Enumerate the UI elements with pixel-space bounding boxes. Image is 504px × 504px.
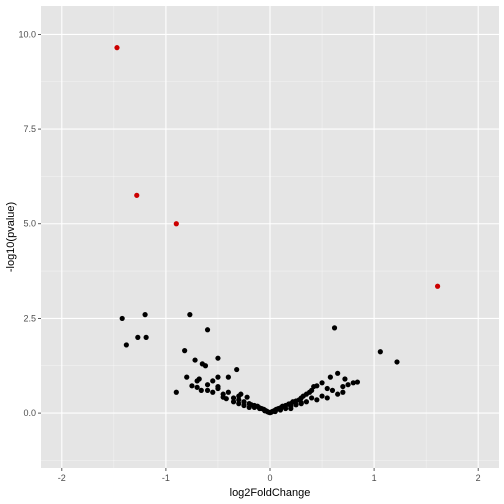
data-point [173,389,179,395]
data-point [314,397,320,403]
data-point [215,355,221,361]
data-point [241,399,247,405]
y-axis-ticks: 0.0 2.5 5.0 7.5 10.0 [18,29,41,418]
data-point [246,404,252,411]
data-point [298,401,304,407]
data-point [135,334,141,340]
x-tick-label: 0 [267,473,272,483]
x-tick-label: -2 [58,473,66,483]
data-point [244,394,250,400]
data-point [204,382,211,388]
data-point [309,395,315,401]
data-point [210,389,216,395]
data-point [182,348,188,354]
x-tick-label: 2 [476,473,481,483]
data-point [283,405,289,412]
data-point [342,376,348,382]
data-point [350,380,356,386]
y-tick-label: 10.0 [18,29,36,39]
data-point [204,327,211,333]
y-tick-label: 7.5 [23,124,36,134]
data-point [184,374,190,380]
data-point [234,366,240,373]
data-point [324,385,330,392]
data-point [314,383,320,389]
data-point [335,370,341,376]
y-tick-label: 5.0 [23,219,36,229]
data-point [238,391,244,397]
highlighted-data-point [173,221,179,227]
data-point [223,396,229,402]
data-point [345,382,351,388]
data-point [230,399,237,405]
data-point [354,379,361,385]
data-point [189,383,195,389]
data-point [230,395,237,401]
data-point [236,401,242,407]
data-point [119,315,125,322]
data-point [331,325,338,331]
data-point [277,406,284,412]
data-point [394,359,400,365]
data-point [324,395,330,401]
data-point [215,374,221,380]
data-point [198,387,204,393]
data-point [256,405,263,412]
data-point [319,380,325,386]
highlighted-data-point [114,45,120,51]
data-point [340,389,346,395]
data-point [204,387,211,393]
data-point [327,374,333,380]
data-point [335,391,341,397]
data-point [225,374,231,380]
data-point [309,387,315,393]
highlighted-data-point [434,283,441,289]
data-point [192,357,198,363]
data-point [377,349,383,355]
data-point [210,378,216,384]
data-point [225,389,231,395]
data-point [187,312,193,318]
data-point [199,361,205,367]
data-points [114,45,441,416]
y-tick-label: 0.0 [23,408,36,418]
data-point [303,399,310,405]
highlighted-data-point [134,192,140,198]
data-point [143,334,149,340]
data-point [215,383,221,390]
data-point [288,405,294,412]
data-point [329,387,336,393]
x-axis-title: log2FoldChange [230,487,311,499]
data-point [272,408,278,415]
data-point [340,383,346,390]
x-tick-label: 1 [372,473,377,483]
data-point [251,404,257,411]
data-point [262,408,268,414]
data-point [319,393,325,399]
data-point [123,342,129,348]
data-point [241,402,247,409]
x-axis-ticks: -2 -1 0 1 2 [58,468,481,483]
data-point [194,378,200,384]
x-tick-label: -1 [162,473,170,483]
y-tick-label: 2.5 [23,313,36,323]
data-point [293,402,299,408]
y-axis-title: -log10(pvalue) [5,202,17,272]
data-point [194,384,200,390]
data-point [142,312,148,318]
data-point [236,397,242,403]
